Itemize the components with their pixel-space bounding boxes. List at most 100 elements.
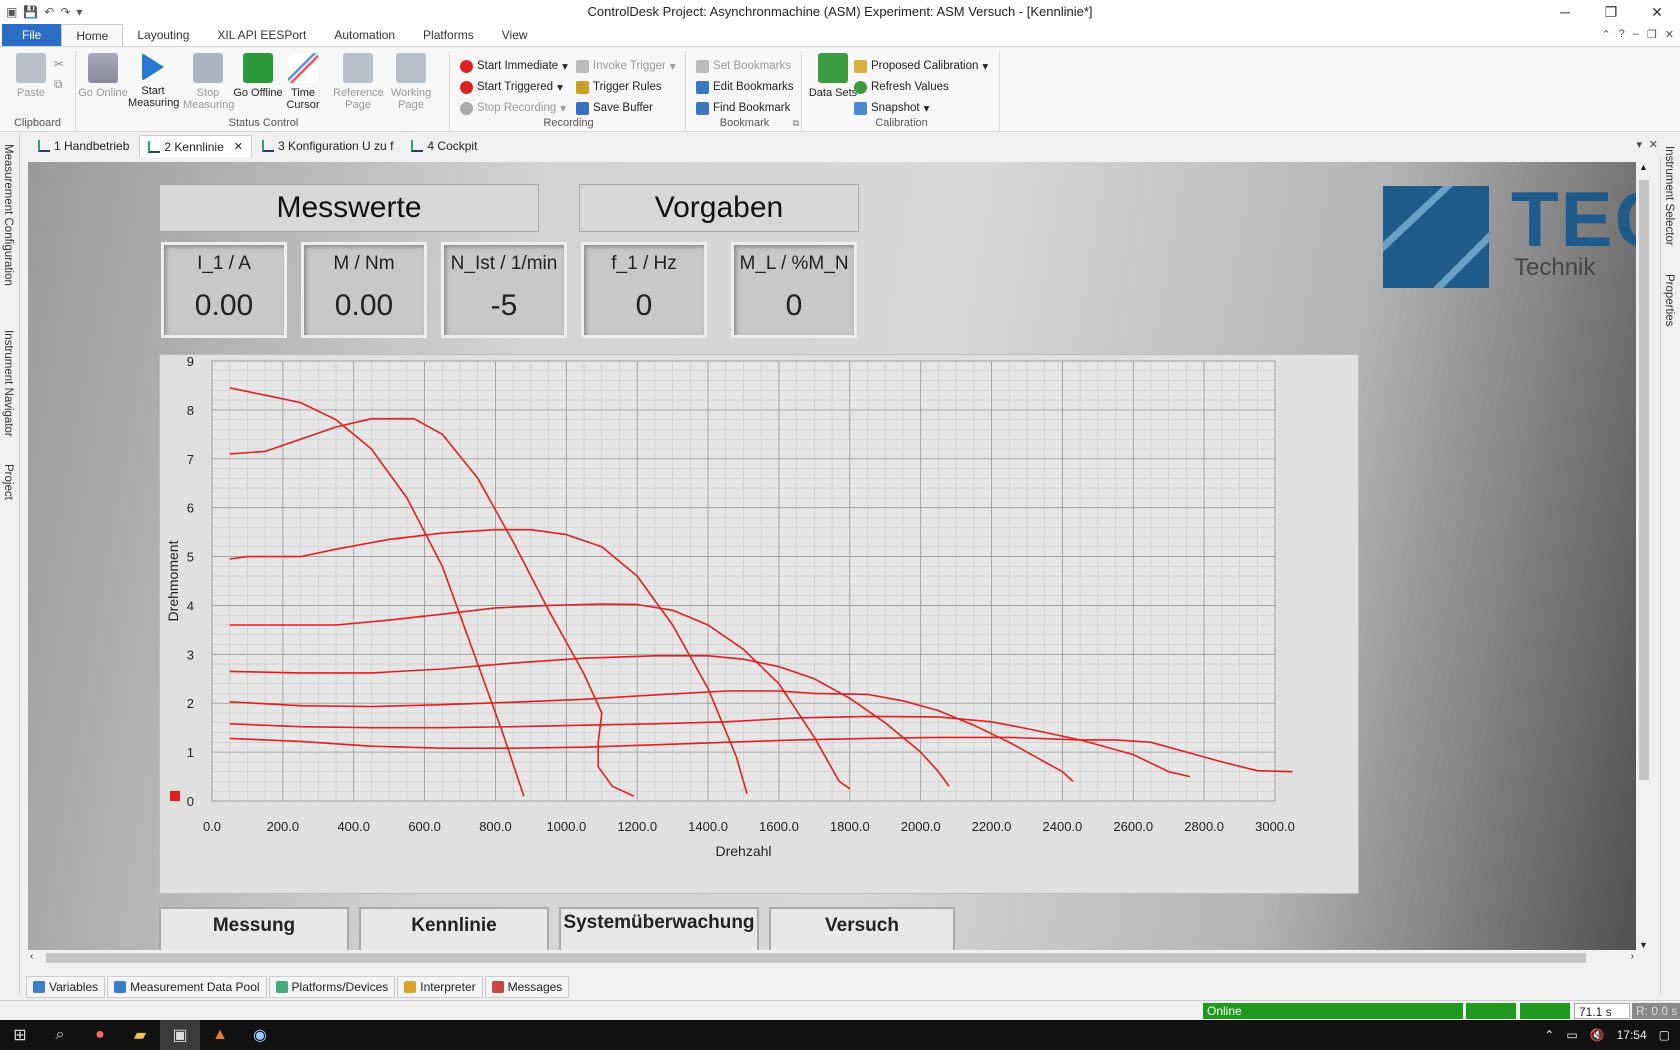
reference-page-button[interactable]: Reference Page [333,53,384,111]
copy-icon[interactable]: ⧉ [54,77,63,91]
invoke-trigger-button[interactable]: Invoke Trigger ▾ [576,57,676,75]
save-icon[interactable]: 💾 [23,5,39,19]
minimize-button[interactable]: ─ [1560,4,1570,20]
tab-messages[interactable]: Messages [484,976,570,998]
logo-subtext: Technik [1514,254,1596,281]
controldesk-taskbar-icon[interactable]: ▣ [160,1020,200,1050]
proposed-calibration-button[interactable]: Proposed Calibration ▾ [854,57,988,75]
refresh-values-button[interactable]: Refresh Values [854,78,949,96]
scroll-up-icon[interactable]: ▲ [1639,162,1648,172]
quick-access-toolbar: ▣ 💾 ↶ ↷ ▾ [0,5,82,19]
tab-measurement-data-pool[interactable]: Measurement Data Pool [107,976,267,998]
right-panel-strip: Instrument Selector Properties [1660,134,1680,994]
tab-handbetrieb[interactable]: 1 Handbetrieb [30,135,137,157]
value-display-f1[interactable]: f_1 / Hz 0 [581,242,707,338]
set-bookmarks-button[interactable]: Set Bookmarks [696,57,791,75]
trigger-rules-button[interactable]: Trigger Rules [576,78,662,96]
doc-minimize-icon[interactable]: – [1632,28,1639,40]
tab-interpreter[interactable]: Interpreter [397,976,483,998]
tab-xil-api[interactable]: XIL API EESPort [217,28,307,42]
x-tick-label: 1200.0 [617,819,657,834]
value-display-ml[interactable]: M_L / %M_N 0 [731,242,857,338]
start-measuring-button[interactable]: Start Measuring [128,53,179,109]
data-sets-button[interactable]: Data Sets [808,53,858,99]
tab-list-dropdown-icon[interactable]: ▾ [1636,139,1642,151]
versuch-button[interactable]: Versuch [769,907,955,950]
edit-bookmarks-button[interactable]: Edit Bookmarks [696,78,794,96]
instrument-navigator-tab[interactable]: Instrument Navigator [2,330,14,437]
group-recording: Start Immediate ▾ Start Triggered ▾ Stop R… [452,51,686,131]
network-icon[interactable]: ▭ [1566,1028,1578,1042]
scroll-down-icon[interactable]: ▼ [1639,940,1648,950]
file-explorer-icon[interactable]: ▰ [133,1027,147,1044]
snapshot-button[interactable]: Snapshot ▾ [854,99,929,117]
messung-button[interactable]: Messung [159,907,349,950]
cut-icon[interactable]: ✂ [54,57,65,71]
collapse-ribbon-icon[interactable]: ⌃ [1601,29,1611,41]
close-button[interactable]: ✕ [1651,4,1663,20]
group-calibration: Data Sets Proposed Calibration ▾ Refresh … [804,51,1000,131]
start-triggered-button[interactable]: Start Triggered ▾ [460,78,563,96]
ribbon: Paste ✂ ⧉ Clipboard Go Online Start Meas… [0,46,1680,132]
horizontal-scrollbar[interactable]: ‹ › [28,950,1636,966]
close-tab-icon[interactable]: ✕ [233,141,243,153]
clock[interactable]: 17:54 [1616,1028,1647,1042]
project-tab[interactable]: Project [2,464,14,500]
series-line-8 [229,736,1293,773]
measurement-configuration-tab[interactable]: Measurement Configuration [2,144,14,286]
find-bookmark-button[interactable]: Find Bookmark [696,99,790,117]
tab-platforms-devices[interactable]: Platforms/Devices [268,976,396,998]
volume-muted-icon[interactable]: 🔇 [1589,1028,1605,1042]
tab-konfiguration[interactable]: 3 Konfiguration U zu f [254,135,401,157]
restore-button[interactable]: ❐ [1604,4,1618,20]
working-page-button[interactable]: Working Page [386,53,436,111]
tab-layouting[interactable]: Layouting [137,28,190,42]
systemueberwachung-button[interactable]: Systemüberwachung [559,907,759,950]
undo-icon[interactable]: ↶ [44,5,55,19]
record-triggered-icon [460,80,473,94]
properties-tab[interactable]: Properties [1663,274,1675,327]
search-icon[interactable]: ⌕ [55,1026,65,1043]
paste-button[interactable]: Paste [6,53,56,99]
tab-view[interactable]: View [501,28,528,42]
doc-restore-icon[interactable]: ❐ [1646,29,1657,41]
kennlinie-chart[interactable]: 0.0 200.0 400.0 600.0 800.0 1000.0 1200.0 1400.… [160,354,1360,895]
vertical-scroll-thumb[interactable] [1639,180,1649,780]
group-status-control: Go Online Start Measuring Stop Measuring… [78,51,450,131]
save-buffer-button[interactable]: Save Buffer [576,99,653,117]
tab-variables[interactable]: Variables [26,976,106,998]
tab-platforms[interactable]: Platforms [423,28,474,42]
start-immediate-button[interactable]: Start Immediate ▾ [460,57,568,75]
tab-kennlinie[interactable]: 2 Kennlinie ✕ [139,135,252,157]
instrument-selector-tab[interactable]: Instrument Selector [1663,146,1675,246]
tab-home[interactable]: Home [61,24,124,46]
trigger-rules-icon [576,80,589,94]
stop-measuring-button[interactable]: Stop Measuring [183,53,234,111]
time-cursor-button[interactable]: Time Cursor [278,53,328,111]
dialog-launcher-icon[interactable]: ⧉ [792,118,799,128]
tab-cockpit[interactable]: 4 Cockpit [403,135,485,157]
close-document-icon[interactable]: ✕ [1648,139,1658,151]
customize-qat-icon[interactable]: ▾ [76,5,83,19]
firefox-icon[interactable]: ● [95,1026,105,1043]
series-line-2 [229,417,635,797]
tab-automation[interactable]: Automation [334,28,396,42]
set-bookmark-icon [696,59,709,73]
horizontal-scroll-thumb[interactable] [46,953,1586,963]
show-hidden-icons[interactable]: ⌃ [1544,1028,1555,1042]
scroll-right-icon[interactable]: › [1630,951,1634,962]
notifications-icon[interactable]: ▢ [1658,1028,1670,1042]
go-offline-button[interactable]: Go Offline [233,53,283,99]
kennlinie-button[interactable]: Kennlinie [359,907,549,950]
matlab-icon[interactable]: ▲ [212,1026,228,1043]
app-icon-2[interactable]: ◉ [253,1027,267,1044]
stop-recording-button[interactable]: Stop Recording ▾ [460,99,566,117]
scroll-left-icon[interactable]: ‹ [30,951,34,962]
doc-close-icon[interactable]: ✕ [1664,29,1674,41]
vertical-scrollbar[interactable]: ▲ ▼ [1636,162,1652,950]
windows-start-icon[interactable]: ⊞ [13,1027,27,1044]
help-icon[interactable]: ? [1618,28,1625,40]
redo-icon[interactable]: ↷ [60,5,71,19]
tab-file[interactable]: File [2,24,62,46]
go-online-button[interactable]: Go Online [78,53,128,99]
